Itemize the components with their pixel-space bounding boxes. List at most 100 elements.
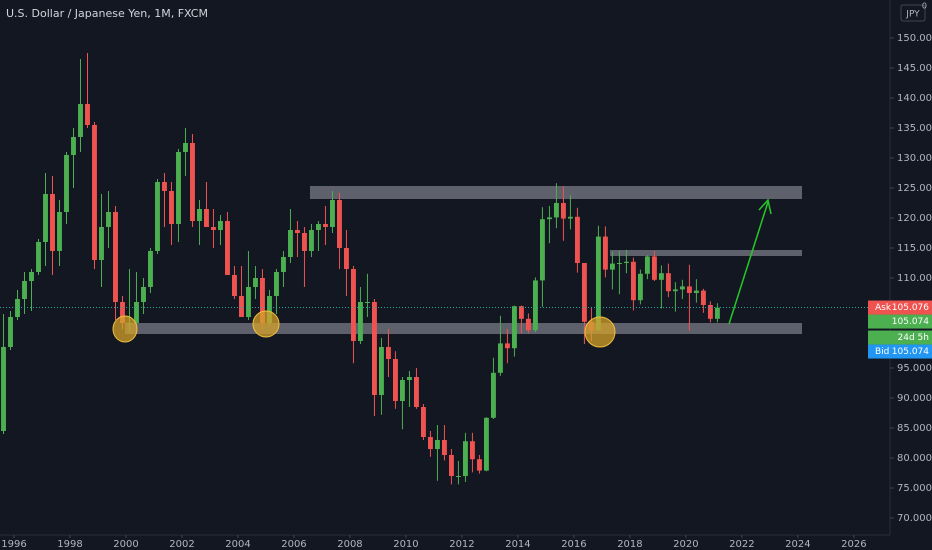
- candle-body: [134, 302, 139, 324]
- candle-body: [630, 261, 636, 301]
- candle-body: [260, 278, 265, 324]
- candle-body: [539, 219, 545, 281]
- x-tick-label: 2016: [561, 539, 586, 550]
- candle-body: [651, 256, 657, 280]
- y-tick-label: 75.000: [897, 483, 932, 494]
- candle-body: [36, 241, 41, 273]
- x-tick-label: 2002: [169, 539, 194, 550]
- y-tick-label: 150.000: [897, 33, 932, 44]
- candle-body: [253, 278, 258, 288]
- candle-body: [511, 306, 517, 349]
- candle-body: [169, 190, 174, 224]
- ask-box: [868, 300, 932, 315]
- bid-value: 105.074: [892, 347, 929, 357]
- y-tick-label: 80.000: [897, 453, 932, 464]
- highlight-circle: [584, 316, 616, 348]
- candle-body: [57, 211, 62, 251]
- candle-body: [197, 208, 202, 221]
- candle-body: [455, 476, 461, 478]
- arrow-line: [728, 201, 769, 325]
- y-tick-label: 145.000: [897, 63, 932, 74]
- y-tick-label: 130.000: [897, 153, 932, 164]
- candle-body: [337, 199, 342, 248]
- x-tick-label: 2006: [281, 539, 306, 550]
- y-tick-label: 85.000: [897, 423, 932, 434]
- candle-body: [518, 306, 524, 319]
- last-box: [868, 314, 932, 329]
- candle-body: [92, 124, 97, 260]
- candle-body: [434, 440, 440, 450]
- candle-body: [176, 151, 181, 224]
- candle-body: [267, 296, 272, 324]
- x-tick-label: 2014: [505, 539, 530, 550]
- candle-body: [707, 305, 713, 319]
- candle-body: [316, 223, 321, 230]
- candle-body: [385, 347, 391, 360]
- y-tick-label: 95.000: [897, 363, 932, 374]
- candle-body: [183, 142, 188, 152]
- candle-body: [43, 193, 48, 242]
- candle-body: [113, 211, 118, 303]
- candle-body: [288, 229, 293, 257]
- support-zone: [125, 323, 802, 334]
- candle-body: [546, 217, 552, 220]
- candle-body: [700, 290, 706, 306]
- x-tick-label: 2012: [449, 539, 474, 550]
- arrow-head: [758, 198, 772, 215]
- candle-body: [616, 262, 622, 264]
- currency-label: JPY: [905, 10, 920, 20]
- candle-body: [413, 377, 419, 408]
- candle-body: [274, 272, 279, 297]
- candle-body: [281, 256, 286, 273]
- candle-body: [232, 275, 237, 297]
- candle-body: [85, 103, 90, 125]
- candle-body: [623, 261, 629, 263]
- candle-body: [672, 289, 678, 292]
- candle-body: [714, 307, 720, 319]
- x-tick-label: 1998: [57, 539, 82, 550]
- candle-body: [155, 181, 160, 251]
- candle-body: [106, 211, 111, 227]
- x-tick-label: 2024: [785, 539, 810, 550]
- candle-body: [302, 232, 307, 251]
- x-tick-label: 2018: [617, 539, 642, 550]
- candle-body: [560, 202, 566, 219]
- candle-body: [330, 199, 335, 227]
- candle-body: [239, 296, 244, 318]
- highlight-circle: [112, 315, 138, 343]
- candle-body: [567, 216, 573, 219]
- candle-body: [602, 236, 608, 270]
- candle-body: [358, 302, 363, 342]
- candle-body: [148, 250, 153, 288]
- x-tick-label: 2000: [113, 539, 138, 550]
- candle-body: [371, 302, 377, 396]
- candle-body: [462, 441, 468, 477]
- candle-body: [378, 347, 384, 396]
- x-tick-label: 1996: [1, 539, 26, 550]
- y-tick-label: 115.000: [897, 243, 932, 254]
- candle-body: [595, 236, 601, 331]
- candle-body: [211, 226, 216, 230]
- candle-body: [99, 226, 104, 260]
- candle-body: [637, 273, 643, 301]
- candle-body: [448, 455, 454, 477]
- y-tick-label: 110.000: [897, 273, 932, 284]
- range-zone: [610, 250, 802, 256]
- candle-body: [441, 440, 447, 456]
- candle-body: [693, 290, 699, 294]
- candle-body: [50, 193, 55, 251]
- candle-body: [658, 273, 664, 280]
- x-tick-label: 2008: [337, 539, 362, 550]
- candle-body: [8, 317, 13, 348]
- bid-label: Bid: [875, 347, 889, 357]
- candle-body: [218, 220, 223, 230]
- x-tick-label: 2010: [393, 539, 418, 550]
- candle-body: [679, 286, 685, 290]
- candle-body: [365, 302, 370, 304]
- currency-box[interactable]: [900, 4, 926, 22]
- candle-body: [427, 437, 433, 450]
- candle-body: [525, 318, 531, 331]
- chart-title: U.S. Dollar / Japanese Yen, 1M, FXCM: [6, 7, 208, 20]
- candle-body: [15, 299, 20, 318]
- candle-body: [323, 223, 328, 227]
